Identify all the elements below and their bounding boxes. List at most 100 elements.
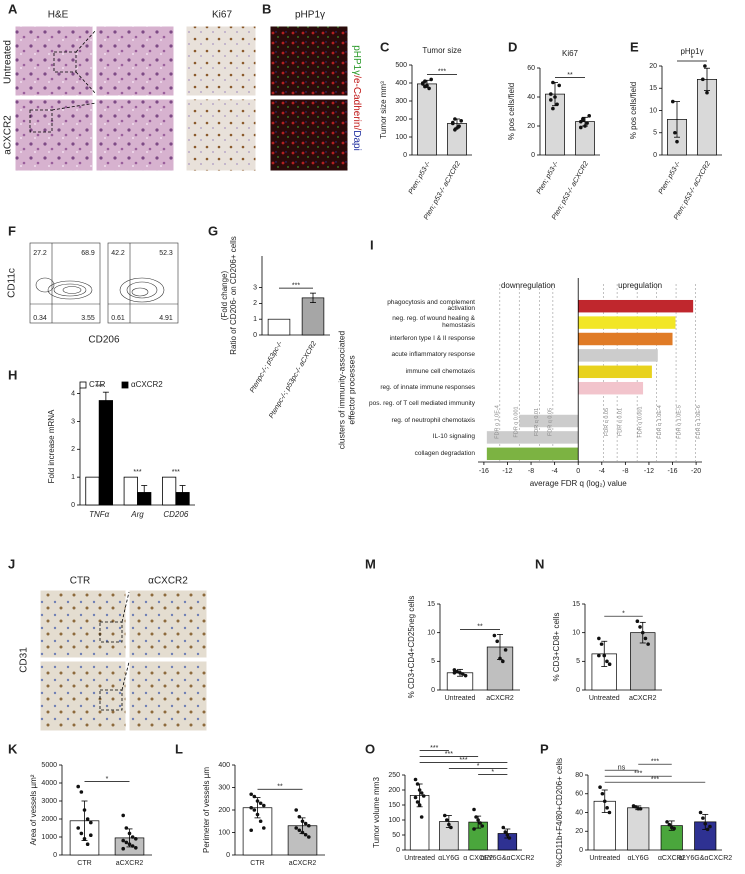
category-box: IL-10 signaling: [432, 433, 475, 441]
data-point: [134, 846, 138, 850]
data-point: [89, 820, 93, 825]
data-point: [124, 840, 129, 845]
y-axis-label: %CD11b+F4/80+CD206+ cells: [555, 758, 564, 867]
threshold-label: FDR q 0.05: [547, 408, 553, 436]
row-label: CD31: [19, 647, 30, 673]
y-axis-label: effector processes: [346, 355, 356, 424]
panel-label: O: [365, 741, 375, 756]
y-tick-label: 2000: [41, 816, 57, 823]
data-point: [701, 816, 705, 820]
data-point: [303, 821, 308, 826]
data-point: [457, 124, 461, 128]
data-point: [638, 806, 643, 811]
x-tick-label: Untreated: [589, 695, 620, 702]
significance-label: *: [691, 55, 694, 62]
x-tick-label: -20: [691, 468, 701, 475]
bar: [578, 332, 673, 346]
chart-title: Ki67: [562, 49, 579, 58]
y-tick-label: 0: [71, 502, 75, 509]
data-point: [447, 822, 451, 827]
y-tick-label: 400: [218, 762, 230, 769]
side-label: upregulation: [618, 281, 662, 290]
y-tick-label: 0: [403, 152, 407, 159]
y-tick-label: IL-10 signaling: [432, 433, 475, 441]
panel-label: P: [540, 741, 549, 756]
y-axis-label: Tumor volume mm3: [372, 777, 381, 848]
y-tick-label: 100: [395, 134, 407, 141]
data-point: [703, 64, 707, 68]
panel-label: M: [365, 556, 376, 571]
y-tick-label: 3: [71, 418, 75, 425]
data-point: [701, 77, 705, 82]
data-point: [421, 794, 426, 798]
data-point: [300, 819, 305, 824]
panel-label: E: [630, 39, 639, 54]
panel-label: B: [262, 1, 271, 16]
y-tick-label: 80: [575, 772, 583, 779]
error-bar: [704, 67, 710, 91]
data-point: [597, 636, 601, 641]
data-point: [127, 831, 132, 836]
y-tick-label: 40: [575, 809, 583, 816]
x-tick-label: -12: [644, 468, 654, 475]
data-point: [294, 826, 299, 830]
x-tick-label: Pten; p53-/-: [408, 160, 433, 196]
data-point: [581, 118, 585, 122]
bar: [417, 83, 437, 156]
data-point: [607, 662, 612, 666]
error-bar: [102, 391, 109, 410]
threshold-label: FDR q 0.01: [534, 408, 540, 436]
data-point: [703, 821, 708, 826]
y-tick-label: 5000: [41, 762, 57, 769]
category-box: pos. reg. of T cell mediated immunity: [369, 400, 475, 407]
data-point: [249, 828, 253, 833]
category-box: neg. reg. of wound healing & hemostasis: [392, 315, 475, 328]
threshold-label: FDR q 1.0E-5: [677, 405, 683, 439]
image: [95, 98, 175, 172]
data-point: [673, 130, 677, 135]
y-tick-label: 1: [253, 316, 257, 323]
side-label: downregulation: [501, 281, 555, 290]
y-axis-label: Fold increase mRNA: [47, 409, 56, 483]
bar: [162, 476, 177, 506]
data-point: [121, 813, 125, 818]
data-point: [134, 837, 138, 841]
data-point: [600, 791, 605, 796]
significance-label: *: [477, 763, 480, 770]
column-label: H&E: [48, 10, 69, 21]
data-point: [415, 800, 420, 804]
data-point: [415, 782, 420, 786]
data-point: [459, 119, 464, 123]
data-point: [602, 799, 607, 804]
data-point: [252, 794, 257, 799]
data-point: [258, 819, 263, 824]
data-point: [551, 106, 555, 111]
quadrant-value: 3.55: [81, 315, 95, 322]
data-point: [605, 806, 609, 810]
data-point: [121, 846, 125, 851]
data-point: [553, 95, 557, 99]
x-tick-label: αLY6G&αCXCR2: [480, 855, 534, 862]
y-tick-label: 5: [576, 658, 580, 665]
y-axis-label: clusters of immunity-associated: [336, 330, 346, 449]
data-point: [307, 823, 311, 828]
data-point: [130, 844, 135, 848]
data-point: [255, 799, 260, 803]
y-tick-label: 200: [388, 787, 400, 794]
y-tick-label: 1000: [41, 834, 57, 841]
quadrant-value: 27.2: [33, 250, 47, 257]
x-tick-label: αCXCR2: [658, 855, 686, 862]
y-tick-label: 0: [576, 687, 580, 694]
data-point: [421, 82, 425, 86]
bar: [578, 381, 644, 395]
bar: [578, 349, 658, 362]
threshold-label: FDR q 1.0E-4: [657, 405, 663, 439]
y-tick-label: 200: [395, 116, 407, 123]
significance-label: ***: [292, 282, 300, 289]
threshold-label: FDR q 0.05: [604, 408, 610, 436]
significance-label: **: [567, 72, 573, 79]
y-tick-label: 400: [395, 80, 407, 87]
data-point: [417, 788, 422, 792]
data-point: [451, 120, 455, 125]
